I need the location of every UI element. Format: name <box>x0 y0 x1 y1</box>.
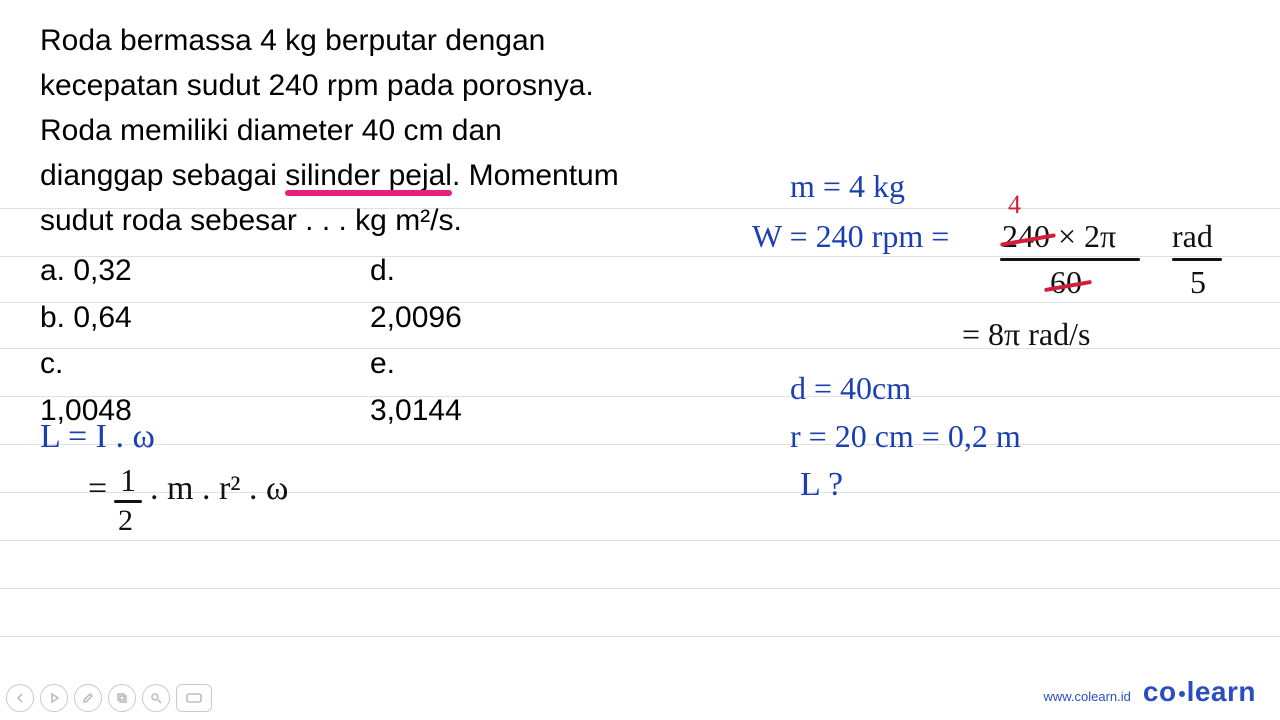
option-a: a. 0,32 <box>40 248 132 295</box>
highlighted-phrase: silinder pejal <box>285 159 452 192</box>
option-d: d. 2,0096 <box>370 248 462 341</box>
pencil-icon <box>82 692 94 704</box>
note-5: 5 <box>1190 264 1206 301</box>
option-e: e. 3,0144 <box>370 341 462 434</box>
note-omega-label: W = 240 rpm = <box>752 218 949 255</box>
note-diameter: d = 40cm <box>790 370 911 407</box>
play-icon <box>48 692 60 704</box>
copy-icon <box>116 692 128 704</box>
fraction-bar-rad <box>1172 258 1222 261</box>
problem-line: kecepatan sudut 240 rpm pada porosnya. <box>40 63 760 108</box>
search-icon <box>150 692 162 704</box>
note-eq2-equals: = <box>88 470 107 508</box>
note-omega-result: = 8π rad/s <box>962 316 1090 353</box>
note-red-4: 4 <box>1008 190 1021 220</box>
rule-line <box>0 540 1280 541</box>
problem-text-fragment: dianggap sebagai <box>40 159 285 192</box>
note-L-question: L ? <box>800 466 843 504</box>
rule-line <box>0 256 1280 257</box>
note-omega-numerator: 240 × 2π <box>1002 218 1116 255</box>
note-L-formula: L = I . ω <box>40 418 155 456</box>
wide-button[interactable] <box>176 684 212 712</box>
note-eq2-half-den: 2 <box>118 504 133 538</box>
problem-line: dianggap sebagai silinder pejal. Momentu… <box>40 153 760 198</box>
highlighted-text: silinder pejal <box>285 159 452 192</box>
player-controls <box>6 684 212 712</box>
pencil-button[interactable] <box>74 684 102 712</box>
problem-text-fragment: . Momentum <box>452 159 619 192</box>
note-radius: r = 20 cm = 0,2 m <box>790 418 1021 455</box>
brand-logo-a: co <box>1143 676 1177 707</box>
problem-text: Roda bermassa 4 kg berputar dengan kecep… <box>40 18 760 243</box>
rule-line <box>0 588 1280 589</box>
fraction-bar-half <box>114 500 142 503</box>
prev-icon <box>14 692 26 704</box>
search-button[interactable] <box>142 684 170 712</box>
rule-line <box>0 636 1280 637</box>
problem-line: Roda bermassa 4 kg berputar dengan <box>40 18 760 63</box>
brand-dot-icon <box>1179 691 1185 697</box>
pink-underline <box>285 190 452 196</box>
fraction-bar-omega <box>1000 258 1140 261</box>
note-rad: rad <box>1172 218 1213 255</box>
page: Roda bermassa 4 kg berputar dengan kecep… <box>0 0 1280 720</box>
play-button[interactable] <box>40 684 68 712</box>
footer-brand: www.colearn.id colearn <box>1043 676 1256 708</box>
brand-logo: colearn <box>1143 676 1256 708</box>
rule-line <box>0 444 1280 445</box>
note-mass: m = 4 kg <box>790 168 905 205</box>
wide-icon <box>186 693 202 703</box>
problem-line: Roda memiliki diameter 40 cm dan <box>40 108 760 153</box>
brand-logo-b: learn <box>1187 676 1256 707</box>
prev-button[interactable] <box>6 684 34 712</box>
brand-url: www.colearn.id <box>1043 689 1130 704</box>
copy-button[interactable] <box>108 684 136 712</box>
rule-line <box>0 302 1280 303</box>
note-eq2-half-num: 1 <box>120 462 136 499</box>
problem-line: sudut roda sebesar . . . kg m²/s. <box>40 198 760 243</box>
rule-line <box>0 396 1280 397</box>
note-eq2-rest: . m . r² . ω <box>150 470 288 508</box>
option-b: b. 0,64 <box>40 295 132 342</box>
